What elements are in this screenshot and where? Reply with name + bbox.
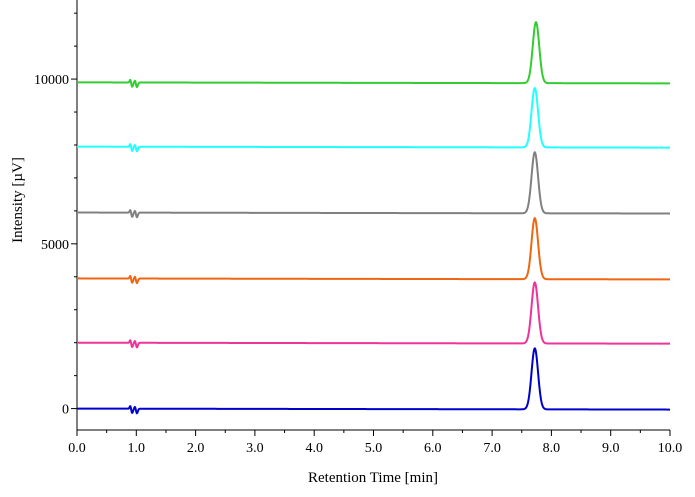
x-ticks: 0.0 1.0 2.0 3.0 4.0 5.0 6.0 7.0 8.0 9.0 10.0 — [68, 430, 682, 456]
x-tick-label: 6.0 — [424, 441, 442, 456]
y-axis-title: Intensity [µV] — [10, 157, 26, 243]
x-tick-label: 1.0 — [128, 441, 146, 456]
x-tick-label: 2.0 — [187, 441, 205, 456]
x-tick-label: 10.0 — [658, 441, 683, 456]
x-tick-label: 7.0 — [483, 441, 501, 456]
x-tick-label: 0.0 — [68, 441, 86, 456]
y-ticks: 0 5000 10000 — [34, 12, 77, 418]
x-tick-label: 3.0 — [246, 441, 264, 456]
y-tick-label: 0 — [62, 403, 69, 418]
x-tick-label: 4.0 — [305, 441, 323, 456]
x-axis-title: Retention Time [min] — [308, 470, 438, 486]
axes — [76, 0, 670, 431]
series-line-6 — [77, 20, 670, 89]
x-tick-label: 9.0 — [602, 441, 620, 456]
x-tick-label: 5.0 — [365, 441, 383, 456]
y-tick-label: 5000 — [41, 238, 69, 253]
series-line-3 — [77, 216, 670, 285]
series-group — [77, 20, 670, 415]
series-line-1 — [77, 347, 670, 415]
series-line-2 — [77, 281, 670, 349]
x-tick-label: 8.0 — [543, 441, 561, 456]
series-line-5 — [77, 86, 670, 153]
y-tick-label: 10000 — [34, 73, 69, 88]
series-line-4 — [77, 151, 670, 219]
